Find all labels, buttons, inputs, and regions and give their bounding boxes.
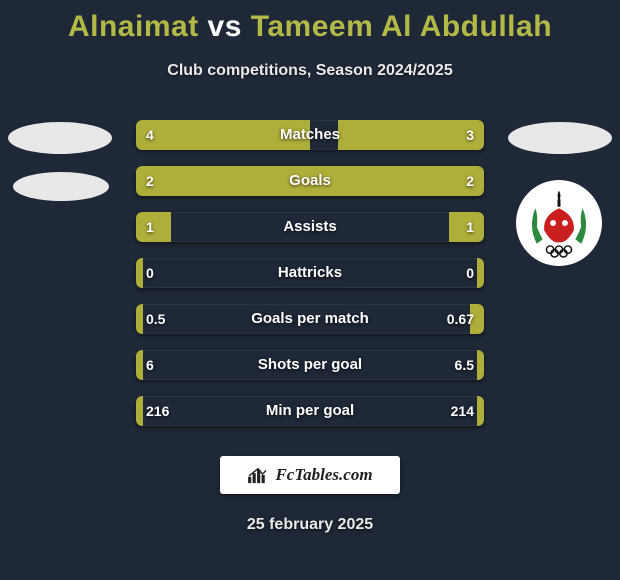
page-title: Alnaimat vs Tameem Al Abdullah bbox=[0, 0, 620, 44]
stat-row: 00Hattricks bbox=[136, 258, 484, 288]
brand-text: FcTables.com bbox=[275, 465, 372, 485]
stat-row: 216214Min per goal bbox=[136, 396, 484, 426]
stat-row: 43Matches bbox=[136, 120, 484, 150]
stat-label: Assists bbox=[136, 212, 484, 242]
subtitle: Club competitions, Season 2024/2025 bbox=[0, 62, 620, 80]
stat-row: 11Assists bbox=[136, 212, 484, 242]
brand-badge: FcTables.com bbox=[220, 456, 400, 494]
stat-label: Goals per match bbox=[136, 304, 484, 334]
player1-club-placeholder bbox=[13, 172, 109, 201]
player1-avatar-placeholder bbox=[8, 122, 112, 154]
stat-row: 0.50.67Goals per match bbox=[136, 304, 484, 334]
player2-name: Tameem Al Abdullah bbox=[251, 10, 552, 43]
stat-label: Min per goal bbox=[136, 396, 484, 426]
club-crest-icon bbox=[522, 186, 596, 260]
player2-avatar-placeholder bbox=[508, 122, 612, 154]
vs-text: vs bbox=[208, 10, 242, 43]
stat-label: Goals bbox=[136, 166, 484, 196]
stat-label: Matches bbox=[136, 120, 484, 150]
stats-bars: 43Matches 22Goals 11Assists 00Hattricks 0.50… bbox=[136, 120, 484, 442]
player1-name: Alnaimat bbox=[68, 10, 199, 43]
stat-row: 22Goals bbox=[136, 166, 484, 196]
player2-club-badge bbox=[516, 180, 602, 266]
stat-label: Hattricks bbox=[136, 258, 484, 288]
date-text: 25 february 2025 bbox=[0, 516, 620, 534]
bar-chart-icon bbox=[247, 466, 269, 484]
stat-label: Shots per goal bbox=[136, 350, 484, 380]
stat-row: 66.5Shots per goal bbox=[136, 350, 484, 380]
